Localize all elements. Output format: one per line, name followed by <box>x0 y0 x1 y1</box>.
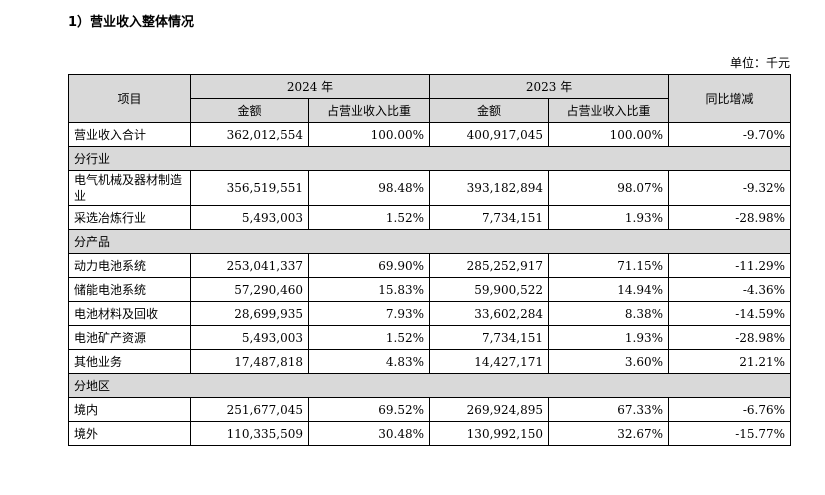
share-2023-cell: 1.93% <box>548 205 670 230</box>
amount-2023-cell: 7,734,151 <box>429 325 550 350</box>
row-name-cell: 其他业务 <box>68 349 191 374</box>
header-share-2023: 占营业收入比重 <box>548 98 670 123</box>
yoy-change-cell: -9.32% <box>668 170 792 206</box>
row-name-cell: 电池材料及回收 <box>68 301 191 326</box>
share-2023-cell: 3.60% <box>548 349 670 374</box>
share-2024-cell: 4.83% <box>307 349 431 374</box>
table-row: 其他业务 17,487,818 4.83% 14,427,171 3.60% 21.21% <box>68 349 792 374</box>
share-2024-cell: 100.00% <box>307 122 431 147</box>
share-2024-cell: 69.52% <box>307 397 431 422</box>
header-year-2024: 2024 年 <box>189 74 431 99</box>
header-share-2024: 占营业收入比重 <box>307 98 431 123</box>
amount-2023-cell: 130,992,150 <box>429 421 550 446</box>
amount-2024-cell: 253,041,337 <box>190 253 309 278</box>
amount-2024-cell: 5,493,003 <box>190 205 309 230</box>
yoy-change-cell: -28.98% <box>668 205 792 230</box>
share-2023-cell: 32.67% <box>548 421 670 446</box>
amount-2024-cell: 110,335,509 <box>190 421 309 446</box>
amount-2023-cell: 285,252,917 <box>429 253 550 278</box>
table-row: 采选冶炼行业 5,493,003 1.52% 7,734,151 1.93% -28.98… <box>68 205 792 230</box>
header-item: 项目 <box>68 74 191 123</box>
yoy-change-cell: -9.70% <box>668 122 792 147</box>
table-row: 境外 110,335,509 30.48% 130,992,150 32.67% -15.… <box>68 421 792 446</box>
share-2024-cell: 1.52% <box>307 205 431 230</box>
share-2023-cell: 100.00% <box>548 122 670 147</box>
share-2024-cell: 1.52% <box>307 325 431 350</box>
amount-2023-cell: 269,924,895 <box>429 397 550 422</box>
row-name-cell: 境内 <box>68 397 191 422</box>
revenue-table: 项目 2024 年 2023 年 同比增减 金额 占营业收入比重 金额 占营业收… <box>67 74 792 446</box>
table-row: 储能电池系统 57,290,460 15.83% 59,900,522 14.94% -4… <box>68 277 792 302</box>
amount-2024-cell: 356,519,551 <box>190 170 309 206</box>
header-year-2023: 2023 年 <box>429 74 670 99</box>
share-2023-cell: 1.93% <box>548 325 670 350</box>
row-name-cell: 营业收入合计 <box>68 122 191 147</box>
share-2023-cell: 8.38% <box>548 301 670 326</box>
row-name-cell: 采选冶炼行业 <box>68 205 191 230</box>
amount-2024-cell: 251,677,045 <box>190 397 309 422</box>
share-2023-cell: 71.15% <box>548 253 670 278</box>
amount-2023-cell: 59,900,522 <box>429 277 550 302</box>
amount-2024-cell: 362,012,554 <box>190 122 309 147</box>
row-name-cell: 境外 <box>68 421 191 446</box>
share-2023-cell: 14.94% <box>548 277 670 302</box>
section-heading: 1）营业收入整体情况 <box>68 15 195 30</box>
section-label: 分产品 <box>67 229 792 254</box>
share-2023-cell: 67.33% <box>548 397 670 422</box>
section-row: 分行业 <box>67 146 792 171</box>
yoy-change-cell: -15.77% <box>668 421 792 446</box>
table-body: 营业收入合计 362,012,554 100.00% 400,917,045 100.0… <box>67 122 792 446</box>
row-name-cell: 动力电池系统 <box>68 253 191 278</box>
amount-2024-cell: 28,699,935 <box>190 301 309 326</box>
table-row: 动力电池系统 253,041,337 69.90% 285,252,917 71.15%… <box>68 253 792 278</box>
yoy-change-cell: -28.98% <box>668 325 792 350</box>
yoy-change-cell: -14.59% <box>668 301 792 326</box>
unit-label: 单位：千元 <box>729 56 790 70</box>
table-row: 境内 251,677,045 69.52% 269,924,895 67.33% -6.7… <box>68 397 792 422</box>
amount-2023-cell: 14,427,171 <box>429 349 550 374</box>
header-amount-2024: 金额 <box>190 98 309 123</box>
header-yoy: 同比增减 <box>668 74 792 123</box>
yoy-change-cell: -4.36% <box>668 277 792 302</box>
share-2024-cell: 98.48% <box>307 170 431 206</box>
amount-2023-cell: 7,734,151 <box>429 205 550 230</box>
section-row: 分产品 <box>67 229 792 254</box>
section-row: 分地区 <box>67 373 792 398</box>
amount-2023-cell: 400,917,045 <box>429 122 550 147</box>
yoy-change-cell: -6.76% <box>668 397 792 422</box>
share-2024-cell: 69.90% <box>307 253 431 278</box>
share-2024-cell: 30.48% <box>307 421 431 446</box>
share-2024-cell: 7.93% <box>307 301 431 326</box>
row-name-cell: 储能电池系统 <box>68 277 191 302</box>
amount-2024-cell: 57,290,460 <box>190 277 309 302</box>
table-row: 电气机械及器材制造业 356,519,551 98.48% 393,182,894 98… <box>68 170 792 206</box>
table-row: 电池材料及回收 28,699,935 7.93% 33,602,284 8.38% -14… <box>68 301 792 326</box>
table-row: 电池矿产资源 5,493,003 1.52% 7,734,151 1.93% -28.98… <box>68 325 792 350</box>
row-name-cell: 电池矿产资源 <box>68 325 191 350</box>
header-amount-2023: 金额 <box>429 98 550 123</box>
yoy-change-cell: 21.21% <box>668 349 792 374</box>
section-label: 分地区 <box>67 373 792 398</box>
table-row: 营业收入合计 362,012,554 100.00% 400,917,045 100.0… <box>68 122 792 147</box>
row-name-cell: 电气机械及器材制造业 <box>68 170 191 206</box>
share-2024-cell: 15.83% <box>307 277 431 302</box>
amount-2023-cell: 393,182,894 <box>429 170 550 206</box>
section-label: 分行业 <box>67 146 792 171</box>
amount-2024-cell: 17,487,818 <box>190 349 309 374</box>
share-2023-cell: 98.07% <box>548 170 670 206</box>
amount-2023-cell: 33,602,284 <box>429 301 550 326</box>
amount-2024-cell: 5,493,003 <box>190 325 309 350</box>
yoy-change-cell: -11.29% <box>668 253 792 278</box>
